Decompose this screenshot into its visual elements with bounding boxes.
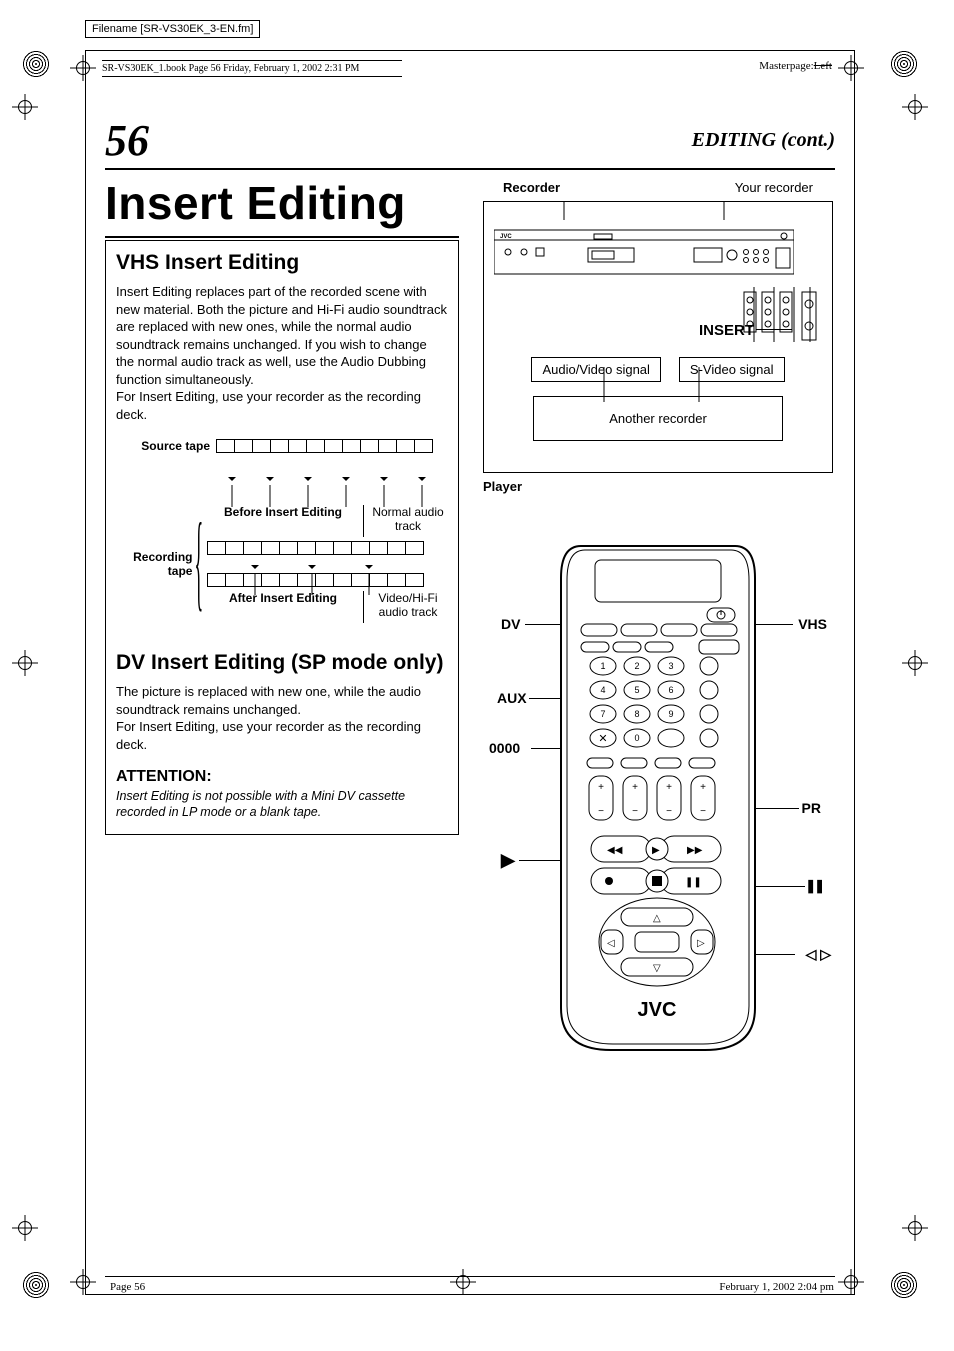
remote-nav-label: ◁ ▷	[806, 946, 831, 963]
registration-mark	[22, 50, 50, 78]
jack-panel-icon	[742, 290, 822, 346]
svg-text:9: 9	[668, 709, 673, 719]
svg-text:2: 2	[634, 661, 639, 671]
title-rule	[105, 236, 459, 238]
remote-0000-label: 0000	[489, 740, 520, 756]
av-signal-label: Audio/Video signal	[531, 357, 660, 382]
remote-aux-label: AUX	[497, 690, 527, 706]
remote-pause-label: ❚❚	[805, 878, 823, 894]
your-recorder-label: Your recorder	[735, 180, 813, 195]
crop-mark	[12, 1215, 38, 1241]
remote-brand: JVC	[638, 999, 677, 1021]
svg-text:1: 1	[600, 661, 605, 671]
svg-text:3: 3	[668, 661, 673, 671]
attention-body: Insert Editing is not possible with a Mi…	[116, 788, 448, 821]
crop-mark	[902, 650, 928, 676]
crop-mark	[12, 94, 38, 120]
registration-mark	[890, 1271, 918, 1299]
divider	[363, 505, 364, 537]
svg-text:▶▶: ▶▶	[687, 845, 703, 856]
page-title: Insert Editing	[105, 176, 459, 230]
masterpage-label: Masterpage:Left	[759, 60, 832, 72]
svg-text:+: +	[666, 782, 672, 793]
crop-mark	[12, 650, 38, 676]
header-rule	[105, 168, 835, 170]
svg-text:6: 6	[668, 685, 673, 695]
vcr-illustration: JVC	[494, 212, 794, 282]
footer-page: Page 56	[110, 1281, 145, 1293]
filename-box: Filename [SR-VS30EK_3-EN.fm]	[85, 20, 260, 38]
svg-text:✕: ✕	[598, 733, 607, 745]
remote-dv-label: DV	[501, 616, 520, 632]
recording-tape-label: Recording tape	[116, 550, 198, 578]
insert-lead-line	[756, 329, 792, 330]
dv-paragraph: The picture is replaced with new one, wh…	[116, 683, 448, 753]
vhs-paragraph: Insert Editing replaces part of the reco…	[116, 283, 448, 423]
svg-text:7: 7	[600, 709, 605, 719]
video-hifi-label: Video/Hi-Fi audio track	[368, 591, 448, 623]
registration-mark	[890, 50, 918, 78]
remote-play-label: ▶	[501, 850, 515, 871]
crop-mark	[902, 94, 928, 120]
masterpage-prefix: Masterpage:	[759, 60, 813, 72]
remote-illustration: 1 2 3 4 5 6 7 8 9 ✕ 0	[551, 538, 765, 1058]
sv-signal-label: S-Video signal	[679, 357, 785, 382]
recording-tape-before	[207, 541, 448, 555]
dv-heading: DV Insert Editing (SP mode only)	[116, 651, 448, 675]
svg-text:▽: ▽	[653, 963, 661, 974]
after-insert-label: After Insert Editing	[207, 591, 359, 623]
recorder-diagram: Recorder Your recorder	[481, 176, 835, 498]
masterpage-value: Left	[814, 60, 832, 72]
svg-text:+: +	[598, 782, 604, 793]
svg-text:+: +	[632, 782, 638, 793]
svg-text:−: −	[666, 806, 672, 817]
registration-mark	[22, 1271, 50, 1299]
footer-date: February 1, 2002 2:04 pm	[719, 1281, 834, 1293]
svg-text:−: −	[632, 806, 638, 817]
svg-text:◀◀: ◀◀	[607, 845, 623, 856]
svg-text:▷: ▷	[697, 938, 705, 949]
page-content: 5 6 EDITING (cont.) Insert Editing VHS In…	[105, 115, 835, 1245]
left-column: Insert Editing VHS Insert Editing Insert…	[105, 176, 459, 1058]
insert-label: INSERT	[699, 322, 754, 339]
remote-diagram: DV VHS AUX 0000 PR ▶ ❚❚ ◁ ▷	[481, 538, 835, 1058]
right-column: Recorder Your recorder	[481, 176, 835, 1058]
vhs-heading: VHS Insert Editing	[116, 251, 448, 275]
svg-text:4: 4	[600, 685, 605, 695]
book-header-line: SR-VS30EK_1.book Page 56 Friday, Februar…	[102, 60, 402, 77]
recording-tape-after	[207, 573, 448, 587]
normal-audio-label: Normal audio track	[368, 505, 448, 537]
svg-text:▶: ▶	[652, 845, 660, 856]
svg-text:−: −	[598, 806, 604, 817]
remote-pr-label: PR	[802, 800, 821, 816]
another-recorder-box: Another recorder	[533, 396, 783, 441]
vhs-section: VHS Insert Editing Insert Editing replac…	[105, 240, 459, 835]
divider	[363, 591, 364, 623]
brace-icon	[198, 505, 205, 623]
svg-text:△: △	[653, 913, 661, 924]
svg-text:0: 0	[634, 733, 639, 743]
jvc-logo-text: JVC	[500, 234, 512, 240]
svg-text:◁: ◁	[607, 938, 615, 949]
recorder-box: JVC	[483, 201, 833, 473]
svg-text:+: +	[700, 782, 706, 793]
footer-rule	[105, 1276, 835, 1277]
svg-text:−: −	[700, 806, 706, 817]
svg-text:❚❚: ❚❚	[685, 877, 702, 888]
arrows	[222, 457, 448, 485]
section-header: EDITING (cont.)	[692, 129, 835, 152]
before-insert-label: Before Insert Editing	[207, 505, 359, 537]
source-tape-label: Source tape	[116, 439, 216, 453]
source-tape-strip	[216, 439, 433, 453]
remote-vhs-label: VHS	[798, 616, 827, 632]
attention-heading: ATTENTION:	[116, 768, 448, 786]
svg-text:5: 5	[634, 685, 639, 695]
svg-text:8: 8	[634, 709, 639, 719]
recorder-label: Recorder	[503, 180, 560, 195]
player-label: Player	[483, 479, 833, 494]
crop-mark	[902, 1215, 928, 1241]
tape-diagram: Source tape Recording tape Befor	[116, 439, 448, 623]
